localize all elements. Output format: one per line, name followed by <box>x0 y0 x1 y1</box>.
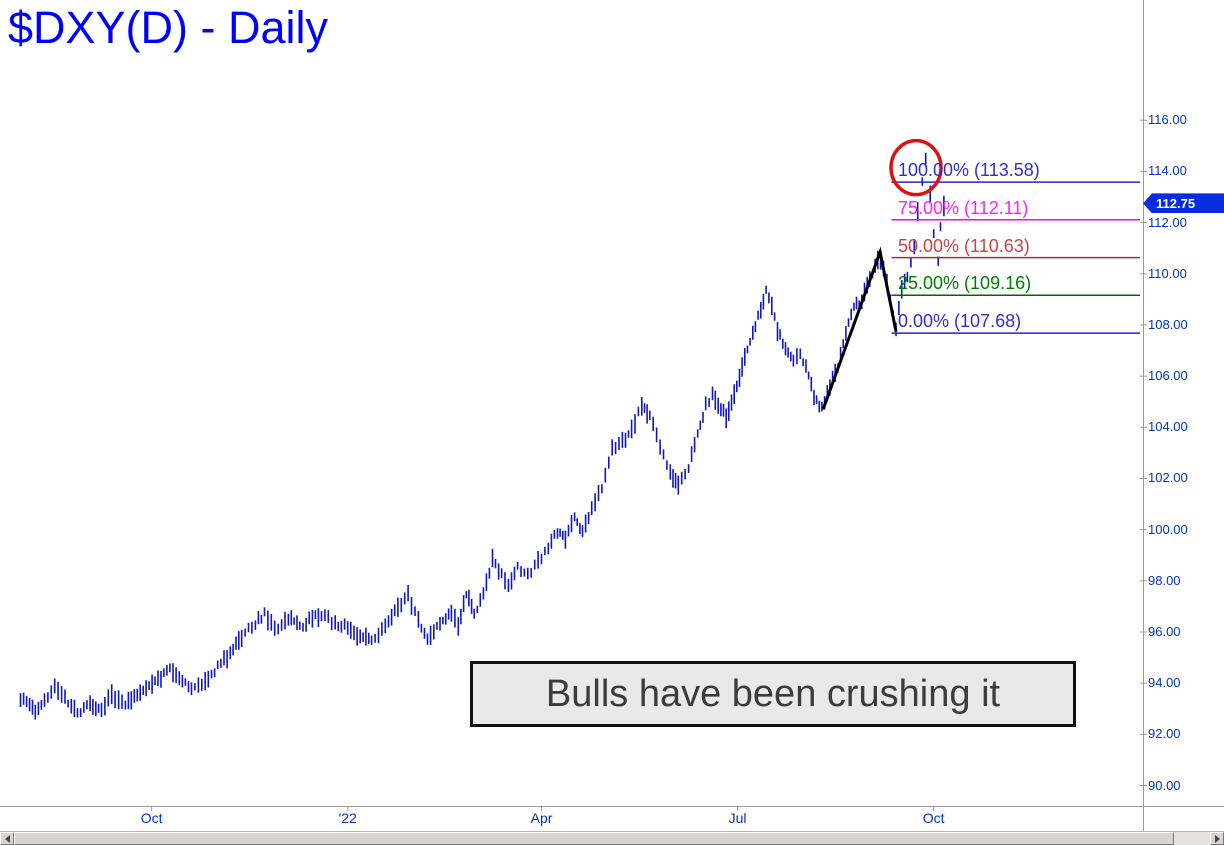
current-price-value: 112.75 <box>1156 195 1196 211</box>
x-axis-label: Oct <box>140 810 163 826</box>
chart-title: $DXY(D) - Daily <box>8 2 329 53</box>
y-axis-label: 114.00 <box>1148 163 1187 179</box>
y-axis-label: 110.00 <box>1148 265 1187 281</box>
y-axis-label: 100.00 <box>1148 521 1188 537</box>
x-axis-label: Jul <box>728 810 747 826</box>
horizontal-scrollbar[interactable] <box>0 831 1224 845</box>
y-axis-label: 112.00 <box>1148 214 1187 230</box>
x-axis-label: '22 <box>338 810 357 826</box>
trendline[interactable] <box>821 246 898 410</box>
scrollbar-track[interactable] <box>14 832 1210 845</box>
x-axis-label: Oct <box>922 810 945 826</box>
fib-label: 0.00% (107.68) <box>898 311 1022 332</box>
fib-label: 50.00% (110.63) <box>898 235 1030 256</box>
current-price-tag: 112.75 <box>1143 193 1224 214</box>
price-bars <box>19 153 945 720</box>
fib-label: 100.00% (113.58) <box>898 160 1040 181</box>
fib-label: 75.00% (112.11) <box>898 197 1029 218</box>
fib-label: 25.00% (109.16) <box>898 273 1032 294</box>
scroll-right-button[interactable] <box>1210 832 1224 845</box>
arrow-right-icon <box>1214 834 1220 843</box>
y-axis-label: 90.00 <box>1148 777 1181 793</box>
y-axis-label: 108.00 <box>1148 316 1188 332</box>
y-axis-label: 102.00 <box>1148 470 1188 486</box>
scrollbar-thumb[interactable] <box>14 832 1175 845</box>
y-axis-label: 98.00 <box>1148 572 1181 588</box>
arrow-left-icon <box>4 834 10 843</box>
y-axis-label: 106.00 <box>1148 368 1188 384</box>
annotation-text: Bulls have been crushing it <box>545 672 1001 715</box>
y-axis-label: 94.00 <box>1148 675 1181 691</box>
y-axis-label: 116.00 <box>1148 112 1187 128</box>
highlight-circle[interactable] <box>889 138 943 197</box>
y-axis-label: 96.00 <box>1148 624 1181 639</box>
annotation-box[interactable]: Bulls have been crushing it <box>470 661 1076 727</box>
x-axis-label: Apr <box>530 810 553 826</box>
y-axis-label: 104.00 <box>1148 419 1188 435</box>
y-axis-label: 92.00 <box>1148 726 1181 742</box>
scroll-left-button[interactable] <box>0 832 14 845</box>
